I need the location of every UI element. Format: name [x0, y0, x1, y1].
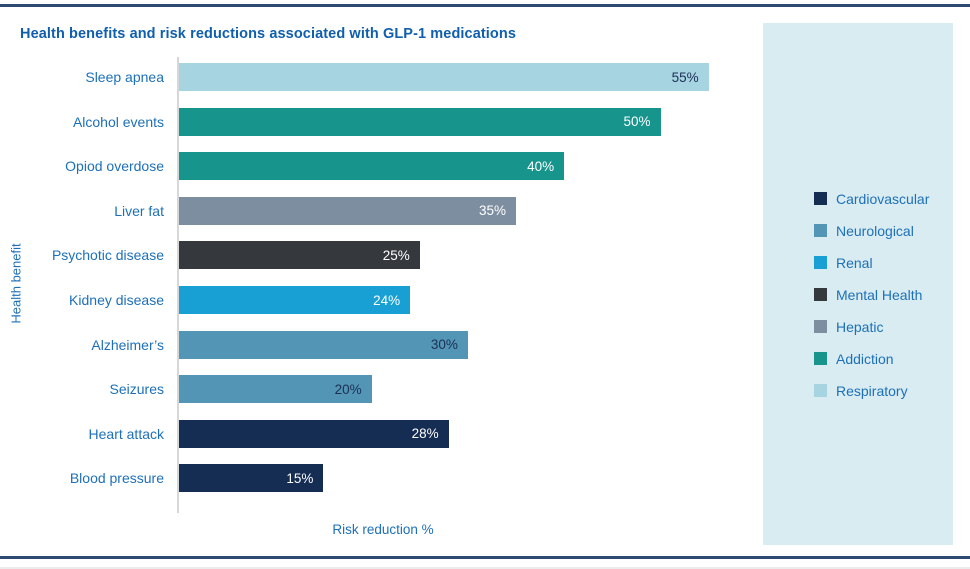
bar-row: Liver fat 35%: [8, 189, 756, 234]
bar-value-label: 25%: [382, 247, 410, 263]
legend-label: Renal: [836, 254, 873, 271]
legend-items: Cardiovascular Neurological Renal Mental He…: [814, 189, 929, 400]
legend-label: Addiction: [836, 350, 894, 367]
legend-item: Renal: [814, 253, 929, 272]
category-label: Psychotic disease: [51, 247, 164, 264]
legend-swatch-icon: [814, 224, 827, 237]
legend-label: Cardiovascular: [836, 190, 930, 207]
top-rule: [0, 4, 970, 7]
legend-swatch-icon: [814, 352, 827, 365]
chart-title: Health benefits and risk reductions asso…: [20, 26, 516, 42]
bar-track: 50%: [178, 100, 756, 145]
legend-label: Hepatic: [836, 318, 884, 335]
bar-track: 30%: [178, 322, 756, 367]
bar-row: Psychotic disease 25%: [8, 233, 756, 278]
legend-swatch-icon: [814, 288, 827, 301]
legend-label: Neurological: [836, 222, 914, 239]
bottom-rule: [0, 556, 970, 559]
legend-item: Addiction: [814, 349, 929, 368]
bar-row: Sleep apnea 55%: [8, 55, 756, 100]
legend-item: Mental Health: [814, 285, 929, 304]
category-label: Sleep apnea: [85, 69, 164, 86]
category-label: Seizures: [109, 381, 164, 398]
bar-track: 40%: [178, 144, 756, 189]
bar: 35%: [179, 196, 517, 225]
legend-item: Neurological: [814, 221, 929, 240]
bar-row: Alcohol events 50%: [8, 100, 756, 145]
bar-value-label: 20%: [334, 381, 362, 397]
bar-rows: Sleep apnea 55% Alcohol events 50% Opiod ove…: [8, 55, 756, 500]
category-label: Alzheimer’s: [91, 336, 164, 353]
bar-row: Seizures 20%: [8, 367, 756, 412]
bar: 50%: [179, 107, 661, 136]
legend-item: Hepatic: [814, 317, 929, 336]
bar-value-label: 30%: [430, 337, 458, 353]
legend-item: Respiratory: [814, 381, 929, 400]
y-axis-line: [177, 57, 179, 513]
bar-value-label: 24%: [373, 292, 401, 308]
bar-track: 15%: [178, 456, 756, 501]
category-label: Alcohol events: [72, 113, 164, 130]
bar: 55%: [179, 63, 709, 92]
bar-track: 35%: [178, 189, 756, 234]
bar-value-label: 55%: [671, 69, 699, 85]
category-label: Blood pressure: [69, 470, 164, 487]
legend-swatch-icon: [814, 256, 827, 269]
legend-label: Respiratory: [836, 382, 908, 399]
x-axis-title: Risk reduction %: [332, 522, 434, 537]
bar-row: Opiod overdose 40%: [8, 144, 756, 189]
bar-track: 28%: [178, 411, 756, 456]
bar: 28%: [179, 419, 449, 448]
legend-label: Mental Health: [836, 286, 923, 303]
bar: 25%: [179, 241, 420, 270]
bar-value-label: 15%: [286, 470, 314, 486]
legend-swatch-icon: [814, 384, 827, 397]
legend-swatch-icon: [814, 320, 827, 333]
bar-row: Alzheimer’s 30%: [8, 322, 756, 367]
bar-track: 24%: [178, 278, 756, 323]
bar-track: 55%: [178, 55, 756, 100]
category-label: Kidney disease: [69, 292, 164, 308]
bar: 20%: [179, 375, 372, 404]
bar-value-label: 35%: [479, 203, 507, 219]
bar: 15%: [179, 464, 324, 493]
bar-row: Kidney disease 24%: [8, 278, 756, 323]
bar-track: 25%: [178, 233, 756, 278]
bar: 30%: [179, 330, 468, 359]
bar-row: Blood pressure 15%: [8, 456, 756, 501]
legend-item: Cardiovascular: [814, 189, 929, 208]
y-axis-title: Health benefit: [8, 243, 24, 324]
bar-value-label: 50%: [623, 114, 651, 130]
bar-value-label: 40%: [527, 158, 555, 174]
bar: 40%: [179, 152, 565, 181]
bar: 24%: [179, 286, 411, 315]
category-label: Heart attack: [88, 425, 164, 442]
bar-chart: Sleep apnea 55% Alcohol events 50% Opiod ove…: [8, 55, 756, 537]
legend-swatch-icon: [814, 192, 827, 205]
legend-panel: Cardiovascular Neurological Renal Mental He…: [763, 23, 953, 545]
category-label: Liver fat: [114, 202, 164, 219]
bar-row: Heart attack 28%: [8, 411, 756, 456]
bottom-edge-line: [0, 567, 970, 569]
category-label: Opiod overdose: [65, 158, 164, 175]
bar-value-label: 28%: [411, 426, 439, 442]
bar-track: 20%: [178, 367, 756, 412]
